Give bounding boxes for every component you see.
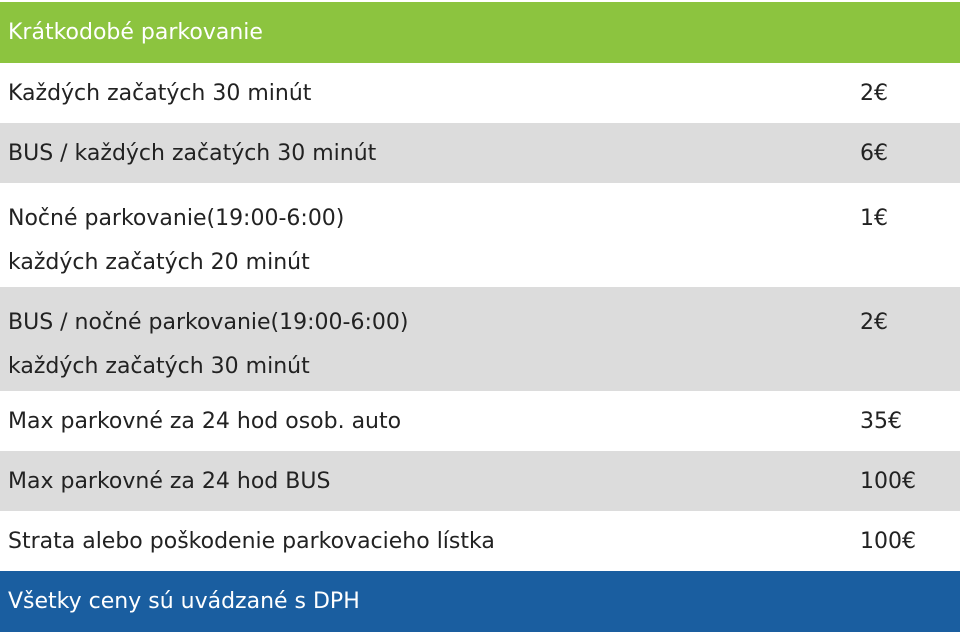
table-row: Max parkovné za 24 hod osob. auto 35€ xyxy=(0,391,960,451)
row-label: BUS / nočné parkovanie(19:00-6:00) každýc… xyxy=(8,301,860,389)
row-label: Každých začatých 30 minút xyxy=(8,80,312,106)
row-price: 2€ xyxy=(860,310,888,335)
table-row: Strata alebo poškodenie parkovacieho lís… xyxy=(0,511,960,571)
table-header: Krátkodobé parkovanie xyxy=(0,2,960,63)
table-row: Max parkovné za 24 hod BUS 100€ xyxy=(0,451,960,511)
row-price: 35€ xyxy=(860,408,902,434)
table-footer: Všetky ceny sú uvádzané s DPH xyxy=(0,571,960,632)
row-label-line1: BUS / nočné parkovanie(19:00-6:00) xyxy=(8,310,409,335)
footer-note: Všetky ceny sú uvádzané s DPH xyxy=(8,589,360,614)
row-label: Max parkovné za 24 hod osob. auto xyxy=(8,408,402,434)
table-row: BUS / nočné parkovanie(19:00-6:00) každýc… xyxy=(0,287,960,391)
table-row: BUS / každých začatých 30 minút 6€ xyxy=(0,123,960,183)
row-price: 2€ xyxy=(860,80,888,106)
row-label: Max parkovné za 24 hod BUS xyxy=(8,468,331,494)
row-label: Strata alebo poškodenie parkovacieho lís… xyxy=(8,528,495,554)
row-label-line2: každých začatých 30 minút xyxy=(8,354,310,379)
row-price: 100€ xyxy=(860,468,916,494)
row-label: BUS / každých začatých 30 minút xyxy=(8,140,377,166)
row-price: 100€ xyxy=(860,528,916,554)
row-label-line2: každých začatých 20 minút xyxy=(8,250,310,275)
table-row: Nočné parkovanie(19:00-6:00) každých zača… xyxy=(0,183,960,287)
table-row: Každých začatých 30 minút 2€ xyxy=(0,63,960,123)
header-title: Krátkodobé parkovanie xyxy=(8,20,263,45)
row-price: 1€ xyxy=(860,206,888,231)
row-label-line1: Nočné parkovanie(19:00-6:00) xyxy=(8,206,345,231)
row-label: Nočné parkovanie(19:00-6:00) každých zača… xyxy=(8,197,860,285)
row-price: 6€ xyxy=(860,140,888,166)
